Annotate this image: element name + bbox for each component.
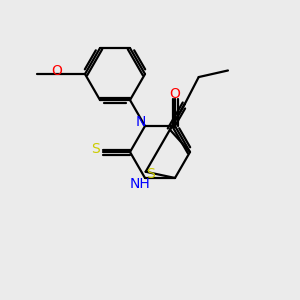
Text: N: N: [136, 115, 146, 129]
Text: S: S: [92, 142, 100, 156]
Text: O: O: [52, 64, 62, 78]
Text: O: O: [169, 87, 180, 101]
Text: NH: NH: [130, 177, 150, 191]
Text: S: S: [146, 167, 155, 181]
